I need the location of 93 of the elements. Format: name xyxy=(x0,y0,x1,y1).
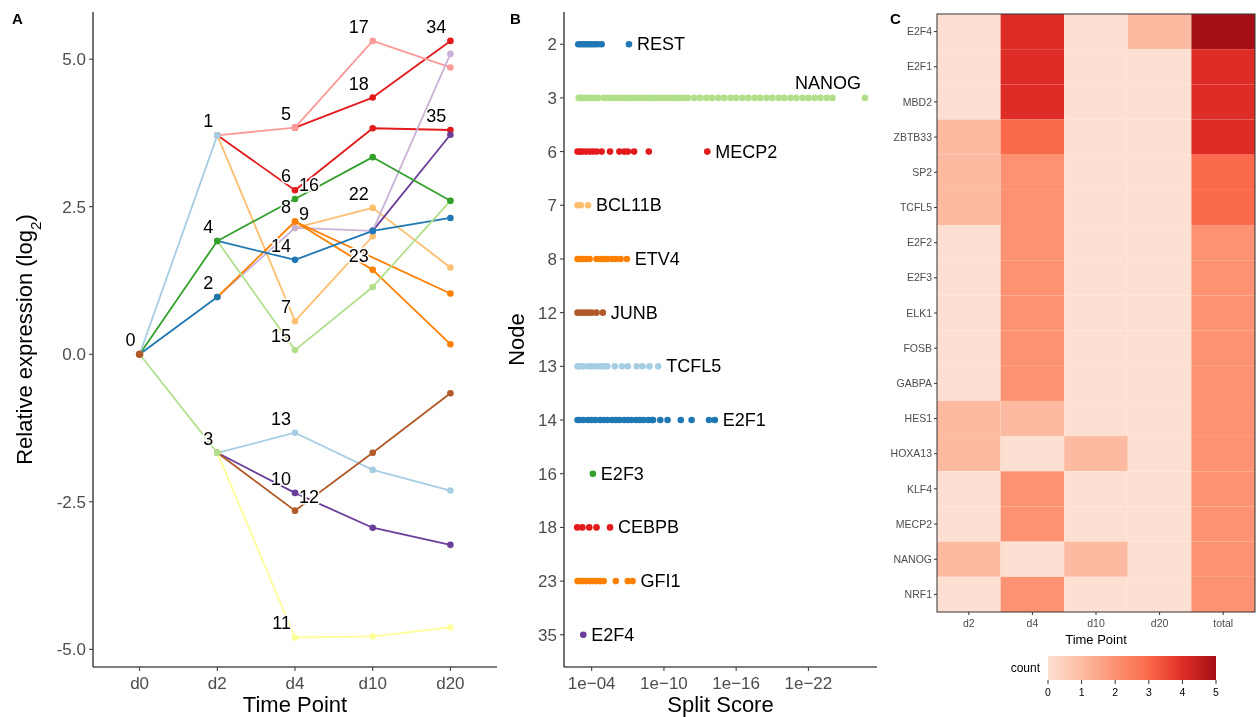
annotation: 0 xyxy=(125,330,136,351)
color-bar-label: 5 xyxy=(1213,686,1220,698)
x-tick-label: total xyxy=(1213,617,1234,629)
color-bar-title: count xyxy=(1010,661,1041,676)
x-axis-title: Split Score xyxy=(667,692,774,717)
annotation: E2F3 xyxy=(600,463,644,484)
annotation: ETV4 xyxy=(634,248,680,269)
chart-title: A xyxy=(12,10,23,27)
y-tick-label: NANOG xyxy=(893,552,932,565)
y-tick-label: 0.0 xyxy=(62,345,86,365)
y-tick-label: 35 xyxy=(538,625,557,645)
annotation: GFI1 xyxy=(640,571,681,592)
y-tick-label: 3 xyxy=(547,88,557,108)
x-tick-label: 1e−22 xyxy=(784,674,833,693)
annotation: MECP2 xyxy=(715,141,778,162)
y-tick-label: 2.5 xyxy=(62,197,86,217)
annotation: E2F4 xyxy=(591,624,635,645)
annotation: 11 xyxy=(272,613,291,634)
annotation: E2F1 xyxy=(722,410,766,431)
color-bar-label: 3 xyxy=(1145,686,1152,698)
color-bar-label: 2 xyxy=(1112,686,1119,698)
x-tick-label: 1e−10 xyxy=(640,674,688,693)
y-tick-label: GABPA xyxy=(896,377,932,390)
annotation: CEBPB xyxy=(618,517,680,538)
annotation: 4 xyxy=(203,216,214,237)
y-tick-label: 6 xyxy=(547,142,557,162)
annotation: 7 xyxy=(280,297,291,318)
annotation: JUNB xyxy=(610,302,658,323)
x-tick-label: d10 xyxy=(1087,617,1105,629)
y-tick-label: MBD2 xyxy=(902,95,933,108)
y-tick-label: MECP2 xyxy=(895,517,933,530)
annotation: 15 xyxy=(270,326,291,347)
y-axis-title: Node xyxy=(504,313,529,366)
y-tick-label: ELK1 xyxy=(906,306,933,319)
y-tick-label: 7 xyxy=(547,196,557,216)
annotation: TCFL5 xyxy=(666,356,722,377)
x-tick-label: d2 xyxy=(962,617,975,629)
annotation: 2 xyxy=(203,273,214,294)
annotation: 10 xyxy=(270,468,291,489)
x-axis-title: Time Point xyxy=(242,692,348,717)
y-tick-label: 5.0 xyxy=(62,50,86,70)
y-tick-label: -5.0 xyxy=(56,640,86,660)
x-tick-label: 1e−16 xyxy=(712,674,761,693)
y-tick-label: E2F4 xyxy=(906,25,933,38)
annotation: 6 xyxy=(280,166,291,187)
y-tick-label: -2.5 xyxy=(56,492,86,512)
annotation: 22 xyxy=(348,183,369,204)
y-tick-label: E2F2 xyxy=(906,236,933,249)
annotation: BCL11B xyxy=(596,195,662,216)
annotation: REST xyxy=(636,34,685,55)
x-tick-label: 1e−04 xyxy=(567,674,616,693)
chart-title: C xyxy=(890,10,901,27)
color-bar-label: 1 xyxy=(1078,686,1085,698)
annotation: 1 xyxy=(203,111,214,132)
chart-title: B xyxy=(510,10,521,27)
y-tick-label: TCFL5 xyxy=(899,201,933,214)
y-tick-label: 8 xyxy=(547,249,557,269)
y-tick-label: ZBTB33 xyxy=(893,130,933,143)
y-tick-label: 18 xyxy=(538,518,557,538)
annotation: NANOG xyxy=(794,72,861,93)
y-tick-label: 12 xyxy=(538,303,557,323)
annotation: 13 xyxy=(270,408,291,429)
annotation: 5 xyxy=(280,103,291,124)
x-tick-label: d4 xyxy=(1026,617,1039,629)
y-tick-label: FOSB xyxy=(903,341,932,354)
annotation: 34 xyxy=(426,16,447,37)
x-tick-label: d20 xyxy=(1150,617,1169,629)
x-tick-label: d0 xyxy=(130,674,150,693)
x-tick-label: d2 xyxy=(207,674,227,693)
annotation: 14 xyxy=(270,235,291,256)
y-tick-label: HOXA13 xyxy=(890,447,933,460)
annotation: 9 xyxy=(299,203,310,224)
color-bar-label: 0 xyxy=(1045,686,1052,698)
y-tick-label: 13 xyxy=(538,357,557,377)
y-tick-label: 23 xyxy=(538,572,557,592)
y-tick-label: 2 xyxy=(547,35,557,55)
y-tick-label: E2F3 xyxy=(906,271,933,284)
x-tick-label: d20 xyxy=(436,674,465,693)
color-bar-label: 4 xyxy=(1179,686,1186,698)
x-tick-label: d10 xyxy=(358,674,387,693)
y-tick-label: 16 xyxy=(538,464,557,484)
annotation: 18 xyxy=(348,73,369,94)
annotation: 3 xyxy=(203,428,214,449)
y-tick-label: NRF1 xyxy=(904,588,933,601)
x-tick-label: d4 xyxy=(285,674,305,693)
y-tick-label: SP2 xyxy=(912,165,933,178)
y-tick-label: KLF4 xyxy=(906,482,933,495)
y-tick-label: E2F1 xyxy=(906,60,933,73)
y-tick-label: 14 xyxy=(538,410,557,430)
y-tick-label: HES1 xyxy=(904,412,933,425)
x-axis-title: Time Point xyxy=(1065,632,1128,647)
annotation: 17 xyxy=(348,16,369,37)
annotation: 35 xyxy=(426,106,447,127)
